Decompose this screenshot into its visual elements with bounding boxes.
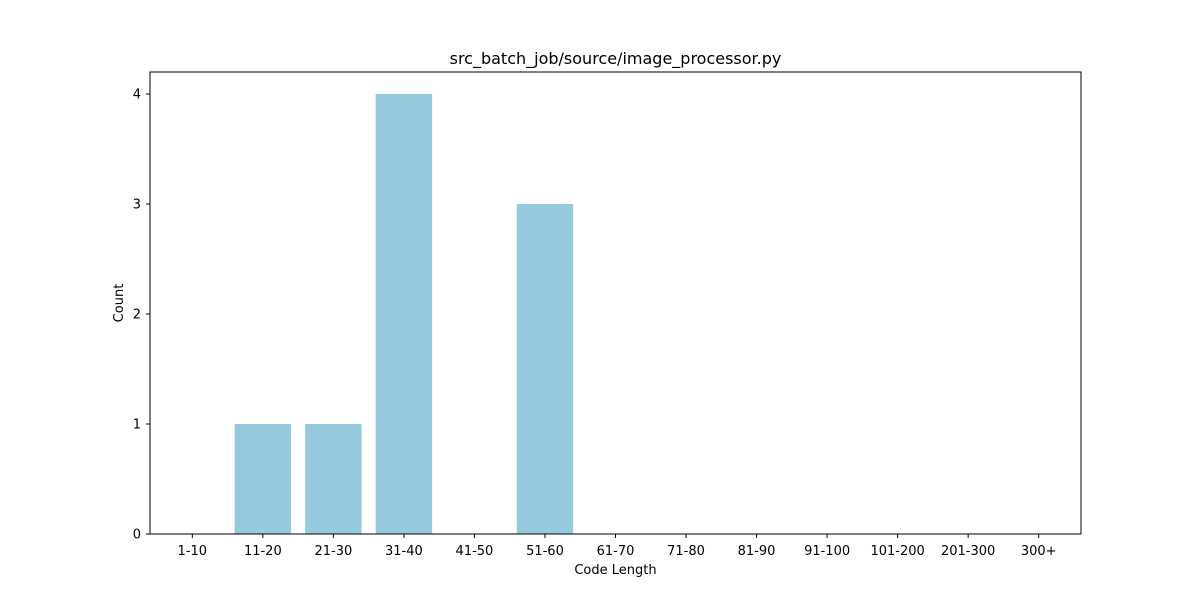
x-axis: 1-10 11-20 21-30 31-40 41-50 51-60 61-70 71-80 8…: [178, 534, 1057, 559]
x-tick-label: 300+: [1021, 544, 1057, 559]
y-tick-label: 4: [133, 88, 141, 103]
x-tick-label: 21-30: [314, 544, 352, 559]
bars-layer: [234, 94, 574, 534]
x-tick-label: 11-20: [244, 544, 282, 559]
bar-11-20: [234, 424, 292, 534]
bar-21-30: [305, 424, 362, 534]
x-tick-label: 201-300: [941, 544, 995, 559]
bar-51-60: [516, 204, 574, 534]
x-tick-label: 101-200: [870, 544, 924, 559]
y-tick-label: 2: [133, 308, 141, 323]
bar-31-40: [375, 94, 433, 534]
x-tick-label: 81-90: [738, 544, 776, 559]
y-tick-label: 3: [133, 198, 141, 213]
y-axis: 0 1 2 3 4: [133, 88, 150, 543]
x-tick-label: 91-100: [804, 544, 850, 559]
x-tick-label: 51-60: [526, 544, 564, 559]
x-axis-label: Code Length: [574, 563, 656, 578]
x-tick-label: 71-80: [667, 544, 705, 559]
chart-title: src_batch_job/source/image_processor.py: [450, 49, 782, 69]
y-axis-label: Count: [112, 284, 127, 323]
x-tick-label: 31-40: [385, 544, 423, 559]
x-tick-label: 1-10: [178, 544, 208, 559]
x-tick-label: 61-70: [597, 544, 635, 559]
y-tick-label: 0: [133, 528, 141, 543]
x-tick-label: 41-50: [456, 544, 494, 559]
y-tick-label: 1: [133, 418, 141, 433]
